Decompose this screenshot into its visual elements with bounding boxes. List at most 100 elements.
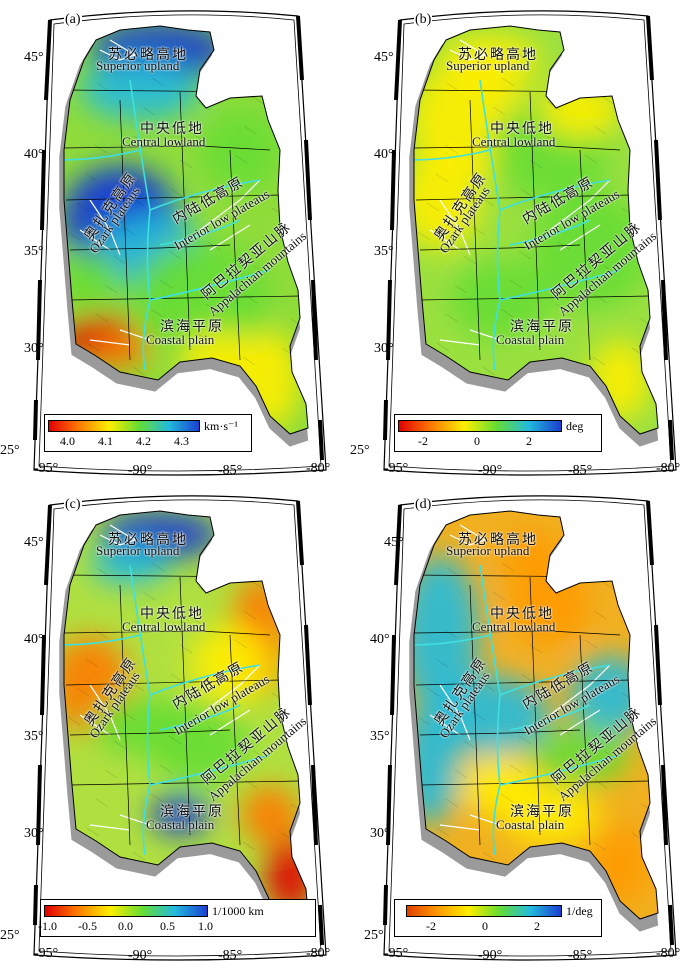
field-blob: [90, 332, 150, 368]
lon-label-85: -85°: [218, 948, 243, 963]
coastline: [413, 510, 659, 920]
region-central-en: Central lowland: [122, 134, 206, 149]
region-coastal-en: Coastal plain: [146, 817, 215, 832]
region-coastal-cn: 滨海平原: [510, 320, 574, 335]
frame-bar: [383, 399, 388, 441]
rivers: [64, 564, 271, 856]
lon-label-85: -85°: [568, 948, 593, 963]
frame-bar: [390, 149, 396, 231]
lon-label-95: -95°: [34, 461, 59, 476]
colorbar-tick: 0: [474, 434, 480, 448]
state-borders: [414, 89, 651, 361]
region-central-en: Central lowland: [122, 619, 206, 634]
field-blob: [64, 250, 120, 310]
field-blob: [200, 110, 280, 190]
lat-label-35: 35°: [24, 729, 44, 744]
coastline: [63, 25, 309, 435]
frame-bar: [646, 500, 654, 566]
map-svg: [383, 495, 677, 961]
frame-bar: [33, 884, 38, 926]
lon-label-95: -95°: [384, 461, 409, 476]
region-coastal-en: Coastal plain: [146, 332, 215, 347]
lat-label-30: 30°: [24, 341, 44, 356]
colorbar-unit: km·s⁻¹: [204, 419, 238, 433]
rivers: [64, 79, 271, 371]
lon-label-80: -80°: [656, 946, 681, 961]
faults: [429, 39, 611, 346]
lat-label-25: 25°: [364, 928, 384, 943]
lon-label-90: -90°: [128, 463, 153, 478]
lon-label-95: -95°: [384, 946, 409, 961]
panel-label: (c): [64, 497, 82, 513]
lat-label-30: 30°: [374, 341, 394, 356]
panel-a: (a) 45° 40° 35° 30° 25° -95° -90° -85° -…: [0, 0, 350, 485]
frame-bar: [296, 500, 304, 566]
lat-label-25: 25°: [350, 443, 370, 458]
colorbar-unit: 1/deg: [566, 904, 593, 918]
region-superior-en: Superior upland: [96, 58, 180, 73]
region-central-cn: 中央低地: [140, 607, 204, 622]
frame-bar: [36, 279, 42, 361]
frame-bar: [661, 279, 668, 361]
field-blob: [530, 190, 650, 310]
colorbar-tick: -2: [418, 434, 428, 448]
region-coastal-cn: 滨海平原: [160, 320, 224, 335]
faults: [429, 524, 611, 831]
field-blob: [80, 60, 200, 120]
colorbar-tick: 2: [534, 919, 540, 933]
field-blob: [130, 240, 270, 360]
frame-bar: [304, 624, 312, 706]
region-coastal-cn: 滨海平原: [160, 805, 224, 820]
panel-d: (d) 45° 40° 35° 30° 25° -95° -90° -85° -…: [350, 485, 700, 970]
map-inner-frame: [38, 14, 322, 472]
colorbar-tick: 4.0: [60, 434, 75, 448]
panel-label: (b): [414, 12, 433, 28]
colorbar: [398, 420, 562, 432]
panel-c: (c) 45° 40° 35° 30° 25° -95° -90° -85° -…: [0, 485, 350, 970]
map-inner-frame: [38, 499, 322, 957]
region-superior-en: Superior upland: [96, 543, 180, 558]
colorbar-tick: 0.0: [118, 919, 133, 933]
frame-bar: [390, 634, 396, 716]
panel-label: (a): [64, 12, 82, 28]
region-coastal-en: Coastal plain: [496, 332, 565, 347]
color-field: [64, 511, 308, 919]
frame-bar: [386, 764, 392, 846]
lat-label-45: 45°: [384, 535, 404, 550]
lon-label-80: -80°: [306, 461, 331, 476]
lon-label-90: -90°: [128, 948, 153, 963]
frame-bar: [654, 624, 662, 706]
frame-bar: [36, 764, 42, 846]
colorbar-tick: 2: [526, 434, 532, 448]
map-svg: [33, 495, 327, 961]
field-blob: [190, 625, 270, 705]
frame-bar: [386, 279, 392, 361]
lon-label-90: -90°: [478, 463, 503, 478]
state-borders: [64, 89, 301, 361]
lat-label-45: 45°: [24, 535, 44, 550]
coastline: [63, 510, 309, 920]
region-coastal-en: Coastal plain: [496, 817, 565, 832]
frame-bar: [296, 15, 304, 81]
colorbar-tick: -2: [426, 919, 436, 933]
lon-label-85: -85°: [218, 463, 243, 478]
coastline: [413, 25, 659, 435]
field-blob: [440, 35, 540, 85]
frame-bar: [311, 764, 318, 846]
region-central-en: Central lowland: [472, 619, 556, 634]
lon-label-90: -90°: [478, 948, 503, 963]
frame-bar: [44, 504, 52, 586]
frame-bar: [654, 139, 662, 221]
lat-label-35: 35°: [374, 244, 394, 259]
frame-bar: [394, 504, 402, 586]
lat-label-40: 40°: [370, 632, 390, 647]
colorbar-tick: -1.0: [38, 919, 57, 933]
frame-bar: [33, 399, 38, 441]
field-blob: [530, 725, 630, 785]
field-blob: [80, 180, 160, 220]
lat-label-25: 25°: [0, 928, 20, 943]
field-blob: [500, 530, 560, 580]
panel-b: (b) 45° 40° 35° 30° 25° -95° -90° -85° -…: [350, 0, 700, 485]
colorbar-unit: deg: [566, 419, 584, 433]
frame-bar: [646, 15, 654, 81]
